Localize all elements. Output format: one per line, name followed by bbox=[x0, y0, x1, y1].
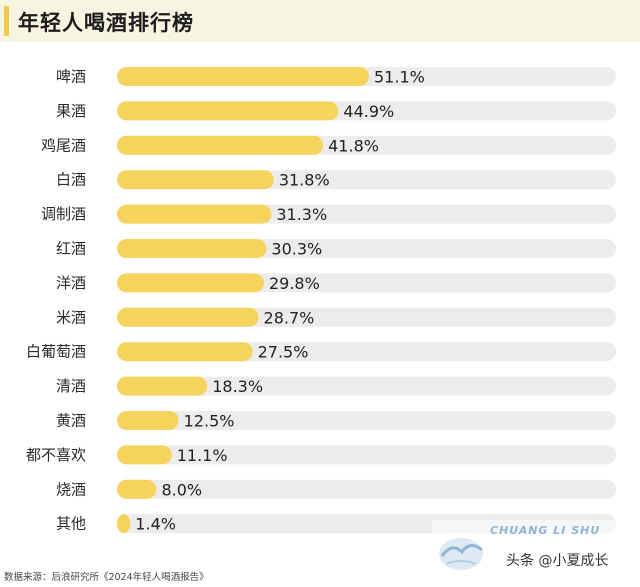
value-label: 27.5% bbox=[258, 343, 309, 362]
value-label: 12.5% bbox=[184, 412, 235, 431]
category-label: 清酒 bbox=[56, 377, 86, 395]
bar bbox=[117, 514, 131, 534]
category-label: 烧酒 bbox=[56, 480, 86, 498]
chart-title: 年轻人喝酒排行榜 bbox=[18, 11, 194, 35]
category-label: 鸡尾酒 bbox=[41, 136, 86, 154]
bar bbox=[117, 204, 272, 224]
value-label: 31.3% bbox=[276, 205, 327, 224]
category-label: 啤酒 bbox=[56, 68, 86, 86]
category-label: 黄酒 bbox=[56, 412, 86, 430]
bar bbox=[117, 445, 172, 465]
value-label: 44.9% bbox=[343, 102, 394, 121]
bar bbox=[117, 411, 179, 430]
value-label: 51.1% bbox=[374, 68, 425, 87]
value-label: 30.3% bbox=[271, 240, 322, 259]
bird-logo-icon bbox=[439, 538, 483, 570]
category-label: 果酒 bbox=[56, 102, 86, 120]
category-label: 白酒 bbox=[56, 171, 86, 189]
bar bbox=[117, 479, 157, 499]
bar bbox=[117, 101, 339, 121]
bar bbox=[117, 342, 253, 362]
bar bbox=[117, 67, 369, 86]
value-label: 18.3% bbox=[212, 377, 263, 396]
watermark: CHUANG LI SHU 头条 @小夏成长 bbox=[432, 520, 638, 582]
bar bbox=[117, 376, 208, 396]
category-label: 红酒 bbox=[56, 240, 86, 258]
value-label: 1.4% bbox=[135, 515, 176, 534]
category-label: 都不喜欢 bbox=[26, 446, 86, 464]
category-label: 白葡萄酒 bbox=[26, 343, 86, 361]
title-bar: 年轻人喝酒排行榜 bbox=[0, 0, 640, 42]
value-label: 11.1% bbox=[177, 446, 228, 465]
bar-track bbox=[117, 411, 616, 430]
bar-track bbox=[117, 376, 616, 396]
value-label: 29.8% bbox=[269, 274, 320, 293]
category-label: 洋酒 bbox=[56, 274, 86, 292]
bar bbox=[117, 135, 324, 155]
bar bbox=[117, 307, 259, 327]
bar-track bbox=[117, 445, 616, 465]
value-label: 41.8% bbox=[328, 136, 379, 155]
watermark-handle: 头条 @小夏成长 bbox=[506, 553, 609, 569]
value-label: 31.8% bbox=[279, 171, 330, 190]
watermark-brand: CHUANG LI SHU bbox=[490, 524, 601, 537]
category-label: 其他 bbox=[56, 515, 86, 533]
bar bbox=[117, 239, 267, 258]
title-accent-stripe bbox=[4, 6, 9, 36]
value-label: 28.7% bbox=[264, 308, 315, 327]
data-source-note: 数据来源：后浪研究所《2024年轻人喝酒报告》 bbox=[4, 572, 209, 583]
value-label: 8.0% bbox=[161, 480, 202, 499]
category-label: 米酒 bbox=[56, 308, 86, 326]
category-label: 调制酒 bbox=[41, 205, 86, 223]
bar-track bbox=[117, 479, 616, 499]
bar bbox=[117, 170, 274, 190]
bar bbox=[117, 273, 264, 293]
